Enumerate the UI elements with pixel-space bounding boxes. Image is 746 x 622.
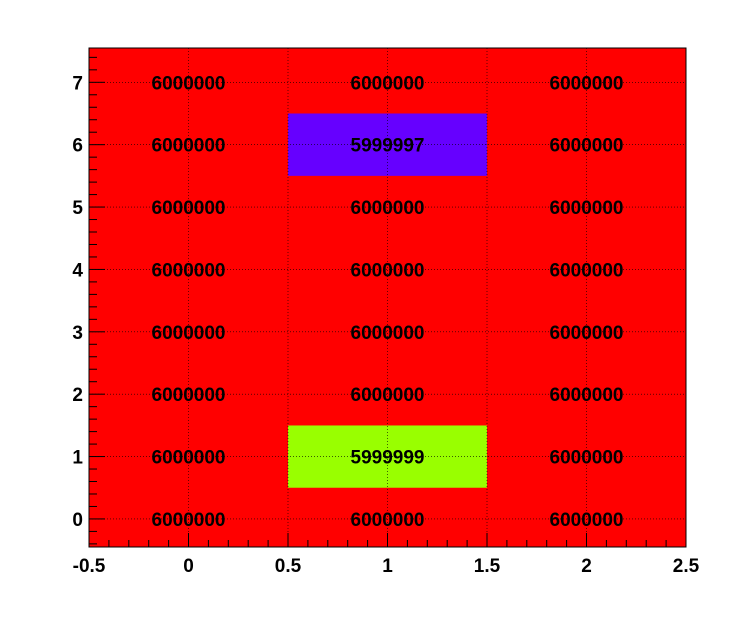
x-axis: -0.5 0 0.5 1 1.5 2 2.5 xyxy=(73,533,700,577)
y-tick-label: 3 xyxy=(72,323,83,344)
cell-value-label: 6000000 xyxy=(152,136,226,157)
cell-value-label: 6000000 xyxy=(550,448,624,469)
heatmap-cell xyxy=(487,51,686,114)
x-tick-label: 1 xyxy=(382,556,393,577)
y-tick-label: 7 xyxy=(72,73,83,94)
y-tick-label: 5 xyxy=(72,198,83,219)
cell-value-label: 6000000 xyxy=(351,260,425,281)
y-axis: 0 1 2 3 4 5 6 7 xyxy=(72,56,105,545)
x-tick-label: 0.5 xyxy=(275,556,302,577)
cell-value-label: 6000000 xyxy=(351,385,425,406)
cell-value-label: 6000000 xyxy=(550,198,624,219)
cell-value-label: 6000000 xyxy=(550,323,624,344)
cell-value-label: 6000000 xyxy=(351,323,425,344)
cell-value-label: 6000000 xyxy=(351,73,425,94)
cell-value-label: 6000000 xyxy=(351,198,425,219)
cell-value-label: 6000000 xyxy=(550,510,624,531)
cell-value-label: 6000000 xyxy=(550,136,624,157)
cell-value-label: 6000000 xyxy=(152,510,226,531)
y-tick-label: 0 xyxy=(72,510,83,531)
cell-value-label: 6000000 xyxy=(152,260,226,281)
heatmap-cell xyxy=(487,300,686,363)
y-tick-label: 6 xyxy=(72,136,83,157)
y-tick-label: 2 xyxy=(72,385,83,406)
cell-value-label: 5999999 xyxy=(351,448,425,469)
cell-value-label: 6000000 xyxy=(550,385,624,406)
heatmap-cell xyxy=(288,238,487,301)
cell-value-label: 6000000 xyxy=(550,260,624,281)
x-tick-label: 0 xyxy=(183,556,194,577)
x-tick-label: 1.5 xyxy=(474,556,501,577)
cell-value-label: 6000000 xyxy=(351,510,425,531)
heatmap-cell xyxy=(487,238,686,301)
cell-value-label: 6000000 xyxy=(152,385,226,406)
x-tick-label: 2 xyxy=(581,556,592,577)
y-tick-label: 4 xyxy=(72,260,83,281)
cell-value-label: 6000000 xyxy=(152,198,226,219)
cell-value-label: 6000000 xyxy=(152,323,226,344)
cell-value-label: 6000000 xyxy=(152,73,226,94)
cell-labels: 6000000 6000000 6000000 6000000 5999999 60000… xyxy=(152,73,624,531)
x-tick-label: 2.5 xyxy=(673,556,700,577)
heatmap-cell xyxy=(288,300,487,363)
heatmap-cell xyxy=(288,51,487,114)
x-tick-label: -0.5 xyxy=(73,556,106,577)
cell-value-label: 5999997 xyxy=(351,136,425,157)
y-tick-label: 1 xyxy=(72,448,83,469)
cell-value-label: 6000000 xyxy=(152,448,226,469)
cell-value-label: 6000000 xyxy=(550,73,624,94)
